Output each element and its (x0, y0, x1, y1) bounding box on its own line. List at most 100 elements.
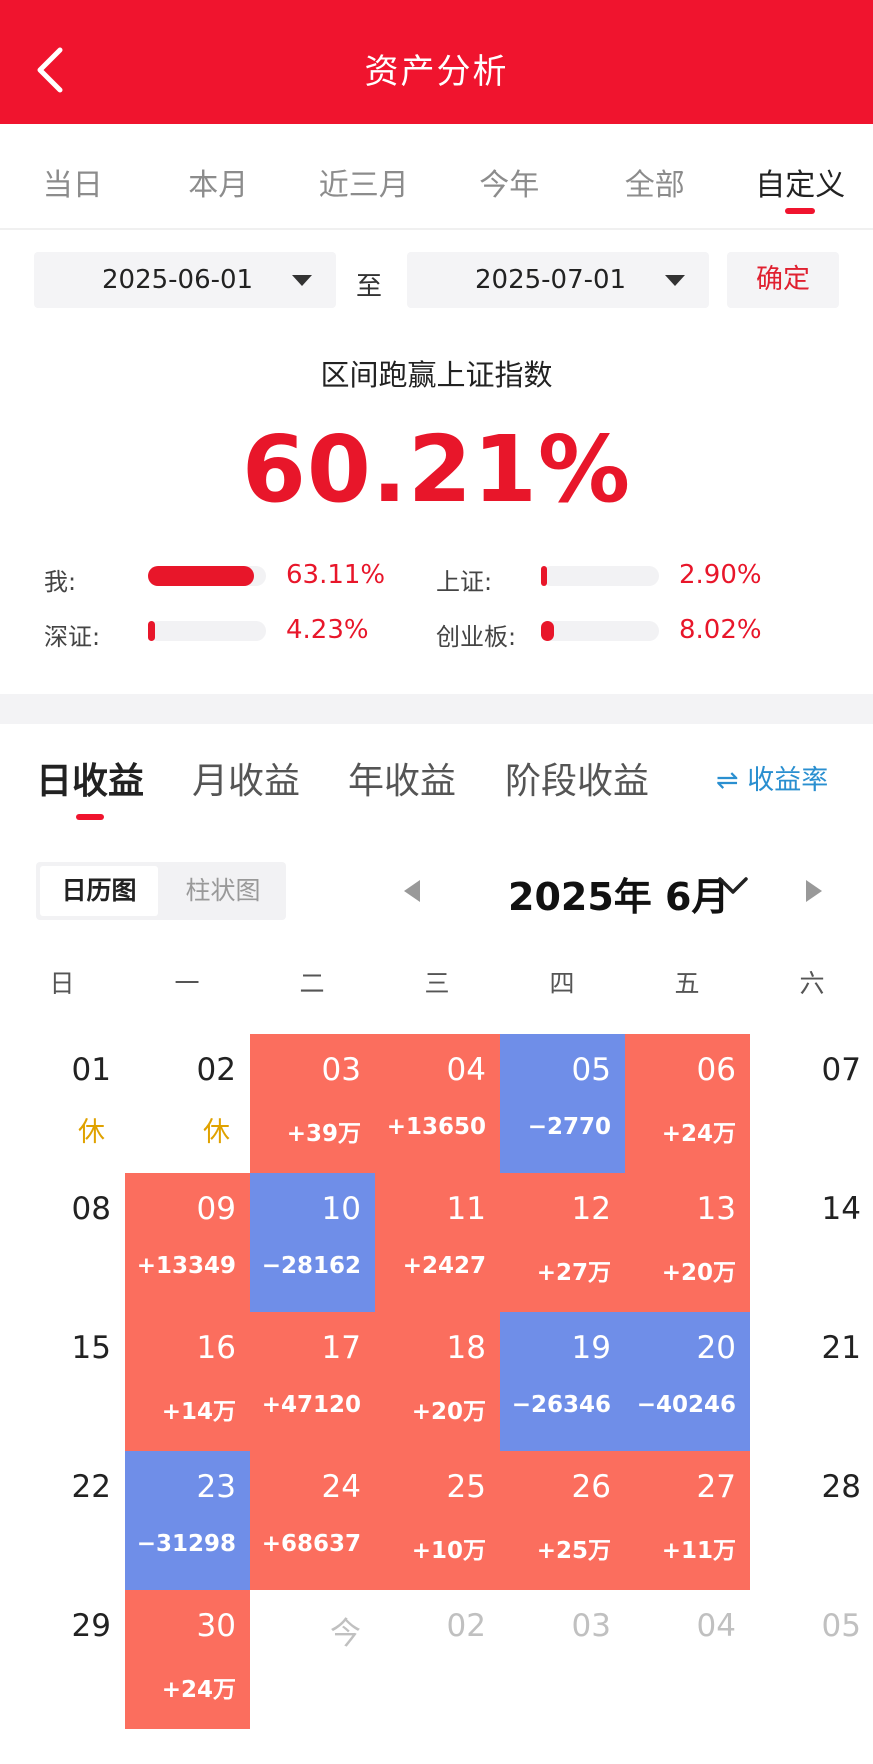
day-profit-value: +14万 (161, 1399, 236, 1425)
bar-view-button[interactable]: 柱状图 (185, 876, 261, 905)
day-profit-value: +25万 (536, 1538, 611, 1564)
calendar-day-cell[interactable]: 24 +68637 (250, 1451, 375, 1590)
calendar-day-cell[interactable]: 22 (0, 1451, 125, 1590)
calendar-day-cell[interactable]: 10 −28162 (250, 1173, 375, 1312)
divider (0, 228, 873, 230)
day-number: 04 (446, 1052, 486, 1088)
summary-title: 区间跑赢上证指数 (320, 358, 553, 392)
day-number: 今 (330, 1616, 361, 1652)
tab-monthly-profit[interactable]: 月收益 (192, 761, 301, 802)
calendar-day-cell[interactable]: 21 (750, 1312, 873, 1451)
calendar-day-cell[interactable]: 18 +20万 (375, 1312, 500, 1451)
calendar-day-cell[interactable]: 今 (250, 1590, 375, 1729)
calendar-day-cell[interactable]: 16 +14万 (125, 1312, 250, 1451)
calendar-day-cell[interactable]: 07 (750, 1034, 873, 1173)
calendar-day-cell[interactable]: 12 +27万 (500, 1173, 625, 1312)
weekday-mon: 一 (174, 969, 200, 998)
day-number: 24 (321, 1469, 361, 1505)
calendar-day-cell[interactable]: 03 +39万 (250, 1034, 375, 1173)
start-date-value: 2025-06-01 (102, 265, 254, 295)
calendar-day-cell[interactable]: 26 +25万 (500, 1451, 625, 1590)
day-profit-value: +2427 (402, 1253, 486, 1279)
calendar-day-cell[interactable]: 02 休 (125, 1034, 250, 1173)
calendar-view-button[interactable]: 日历图 (40, 866, 158, 916)
calendar-day-cell[interactable]: 08 (0, 1173, 125, 1312)
day-number: 09 (196, 1191, 236, 1227)
tab-period-profit[interactable]: 阶段收益 (505, 761, 650, 802)
calendar-day-cell[interactable]: 17 +47120 (250, 1312, 375, 1451)
compare-value-me: 63.11% (286, 560, 386, 590)
calendar-day-cell[interactable]: 05 (750, 1590, 873, 1729)
compare-bar-fill (148, 621, 156, 641)
chevron-down-icon[interactable] (716, 874, 750, 898)
tab-yearly-profit[interactable]: 年收益 (348, 761, 457, 802)
day-number: 03 (321, 1052, 361, 1088)
day-profit-value: −26346 (511, 1392, 611, 1418)
calendar-day-cell[interactable]: 15 (0, 1312, 125, 1451)
day-profit-value: +10万 (411, 1538, 486, 1564)
day-profit-value: +11万 (661, 1538, 736, 1564)
tab-custom[interactable]: 自定义 (728, 124, 873, 228)
calendar-day-cell[interactable]: 30 +24万 (125, 1590, 250, 1729)
next-month-icon[interactable] (806, 880, 822, 902)
calendar-day-cell[interactable]: 13 +20万 (625, 1173, 750, 1312)
day-profit-value: +39万 (286, 1121, 361, 1147)
tab-daily-profit[interactable]: 日收益 (36, 761, 145, 802)
day-number: 17 (321, 1330, 361, 1366)
day-profit-value: +47120 (261, 1392, 361, 1418)
compare-value-chinext: 8.02% (679, 615, 762, 645)
calendar-day-cell[interactable]: 02 (375, 1590, 500, 1729)
calendar-day-cell[interactable]: 06 +24万 (625, 1034, 750, 1173)
calendar-day-cell[interactable]: 03 (500, 1590, 625, 1729)
end-date-select[interactable]: 2025-07-01 (407, 252, 709, 308)
back-arrow-icon[interactable] (30, 42, 74, 98)
tab-all[interactable]: 全部 (624, 168, 685, 203)
calendar-day-cell[interactable]: 27 +11万 (625, 1451, 750, 1590)
weekday-sat: 六 (799, 969, 825, 998)
day-number: 22 (71, 1469, 111, 1505)
page-title: 资产分析 (364, 52, 509, 92)
day-number: 21 (821, 1330, 861, 1366)
weekday-fri: 五 (674, 969, 700, 998)
day-profit-value: +27万 (536, 1260, 611, 1286)
calendar-day-cell[interactable]: 14 (750, 1173, 873, 1312)
day-profit-value: +24万 (661, 1121, 736, 1147)
prev-month-icon[interactable] (404, 880, 420, 902)
day-number: 03 (571, 1608, 611, 1644)
calendar-day-cell[interactable]: 19 −26346 (500, 1312, 625, 1451)
tab-last-three-months[interactable]: 近三月 (318, 168, 409, 203)
calendar-day-cell[interactable]: 04 (625, 1590, 750, 1729)
confirm-button[interactable]: 确定 (727, 252, 839, 308)
compare-label-chinext: 创业板: (436, 623, 517, 651)
compare-bar-me (148, 566, 266, 586)
range-separator: 至 (356, 272, 383, 302)
calendar-day-cell[interactable]: 04 +13650 (375, 1034, 500, 1173)
calendar-day-cell[interactable]: 25 +10万 (375, 1451, 500, 1590)
day-profit-value: −28162 (261, 1253, 361, 1279)
tab-this-year[interactable]: 今年 (479, 168, 540, 203)
day-number: 19 (571, 1330, 611, 1366)
day-number: 13 (696, 1191, 736, 1227)
tab-today[interactable]: 当日 (42, 168, 103, 203)
calendar-day-cell[interactable]: 28 (750, 1451, 873, 1590)
day-profit-value: −40246 (636, 1392, 736, 1418)
calendar-day-cell[interactable]: 11 +2427 (375, 1173, 500, 1312)
end-date-value: 2025-07-01 (475, 265, 627, 295)
calendar-day-cell[interactable]: 01 休 (0, 1034, 125, 1173)
day-number: 15 (71, 1330, 111, 1366)
calendar-day-cell[interactable]: 29 (0, 1590, 125, 1729)
start-date-select[interactable]: 2025-06-01 (34, 252, 336, 308)
calendar-day-cell[interactable]: 20 −40246 (625, 1312, 750, 1451)
return-rate-toggle[interactable]: ⇌ 收益率 (716, 765, 829, 796)
day-number: 02 (446, 1608, 486, 1644)
calendar-day-cell[interactable]: 23 −31298 (125, 1451, 250, 1590)
day-number: 06 (696, 1052, 736, 1088)
compare-bar-fill (541, 566, 547, 586)
tab-this-month[interactable]: 本月 (188, 168, 249, 203)
calendar-day-cell[interactable]: 05 −2770 (500, 1034, 625, 1173)
calendar-day-cell[interactable]: 09 +13349 (125, 1173, 250, 1312)
day-profit-value: −2770 (527, 1114, 611, 1140)
day-number: 25 (446, 1469, 486, 1505)
compare-label-me: 我: (44, 568, 77, 596)
compare-value-shanghai: 2.90% (679, 560, 762, 590)
